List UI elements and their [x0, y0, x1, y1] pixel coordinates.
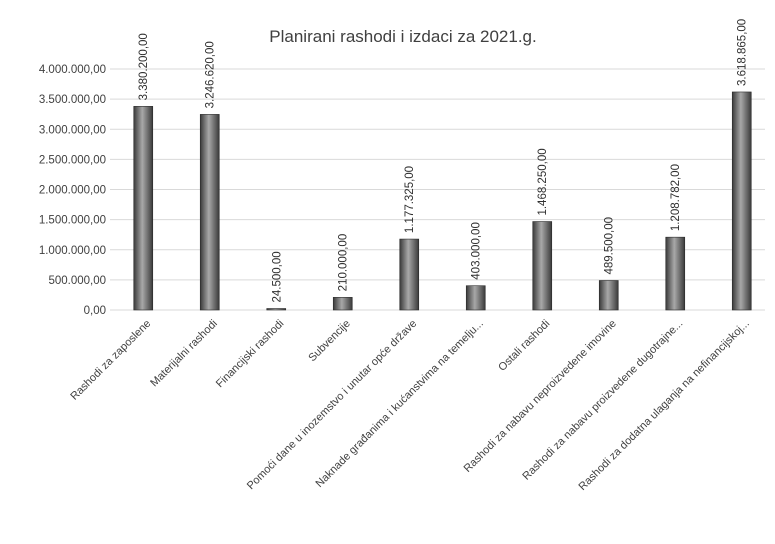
x-tick-label: Materijalni rashodi — [148, 318, 220, 390]
bar — [465, 285, 486, 311]
data-labels: 3.380.200,00 3.246.620,00 24.500,00 210.000… — [138, 19, 749, 303]
bar — [133, 106, 154, 311]
y-tick-label: 2.000.000,00 — [39, 185, 106, 197]
bar — [399, 238, 420, 311]
y-tick-label: 500.000,00 — [48, 275, 106, 287]
chart-title: Planirani rashodi i izdaci za 2021.g. — [269, 27, 536, 46]
x-tick-label: Subvencije — [306, 318, 353, 365]
x-tick-label: Rashodi za nabavu neproizvedene imovine — [462, 318, 619, 475]
y-tick-label: 3.500.000,00 — [39, 94, 106, 106]
data-label: 3.618.865,00 — [737, 19, 749, 86]
y-tick-label: 4.000.000,00 — [39, 64, 106, 76]
bar — [332, 297, 353, 311]
data-label: 3.380.200,00 — [138, 33, 150, 100]
data-label: 489.500,00 — [604, 217, 616, 275]
data-label: 24.500,00 — [271, 251, 283, 302]
data-label: 1.177.325,00 — [404, 166, 416, 233]
bar — [665, 236, 686, 311]
data-label: 210.000,00 — [338, 234, 350, 292]
data-label: 1.468.250,00 — [537, 148, 549, 215]
y-tick-label: 2.500.000,00 — [39, 154, 106, 166]
x-tick-label: Financijski rashodi — [214, 318, 286, 390]
data-label: 403.000,00 — [471, 222, 483, 280]
x-tick-label: Rashodi za zaposlene — [68, 318, 153, 403]
y-tick-label: 3.000.000,00 — [39, 124, 106, 136]
x-tick-label: Ostali rashodi — [496, 318, 552, 374]
bar — [598, 280, 619, 311]
bars — [133, 91, 752, 311]
y-axis-ticks: 0,00 500.000,00 1.000.000,00 1.500.000,00 2.… — [39, 64, 106, 317]
data-label: 1.208.782,00 — [670, 164, 682, 231]
y-tick-label: 0,00 — [84, 305, 106, 317]
bar — [532, 221, 553, 311]
bar — [266, 308, 287, 311]
y-tick-label: 1.000.000,00 — [39, 245, 106, 257]
data-label: 3.246.620,00 — [205, 41, 217, 108]
y-tick-label: 1.500.000,00 — [39, 215, 106, 227]
bar — [731, 91, 752, 311]
bar — [199, 114, 220, 311]
